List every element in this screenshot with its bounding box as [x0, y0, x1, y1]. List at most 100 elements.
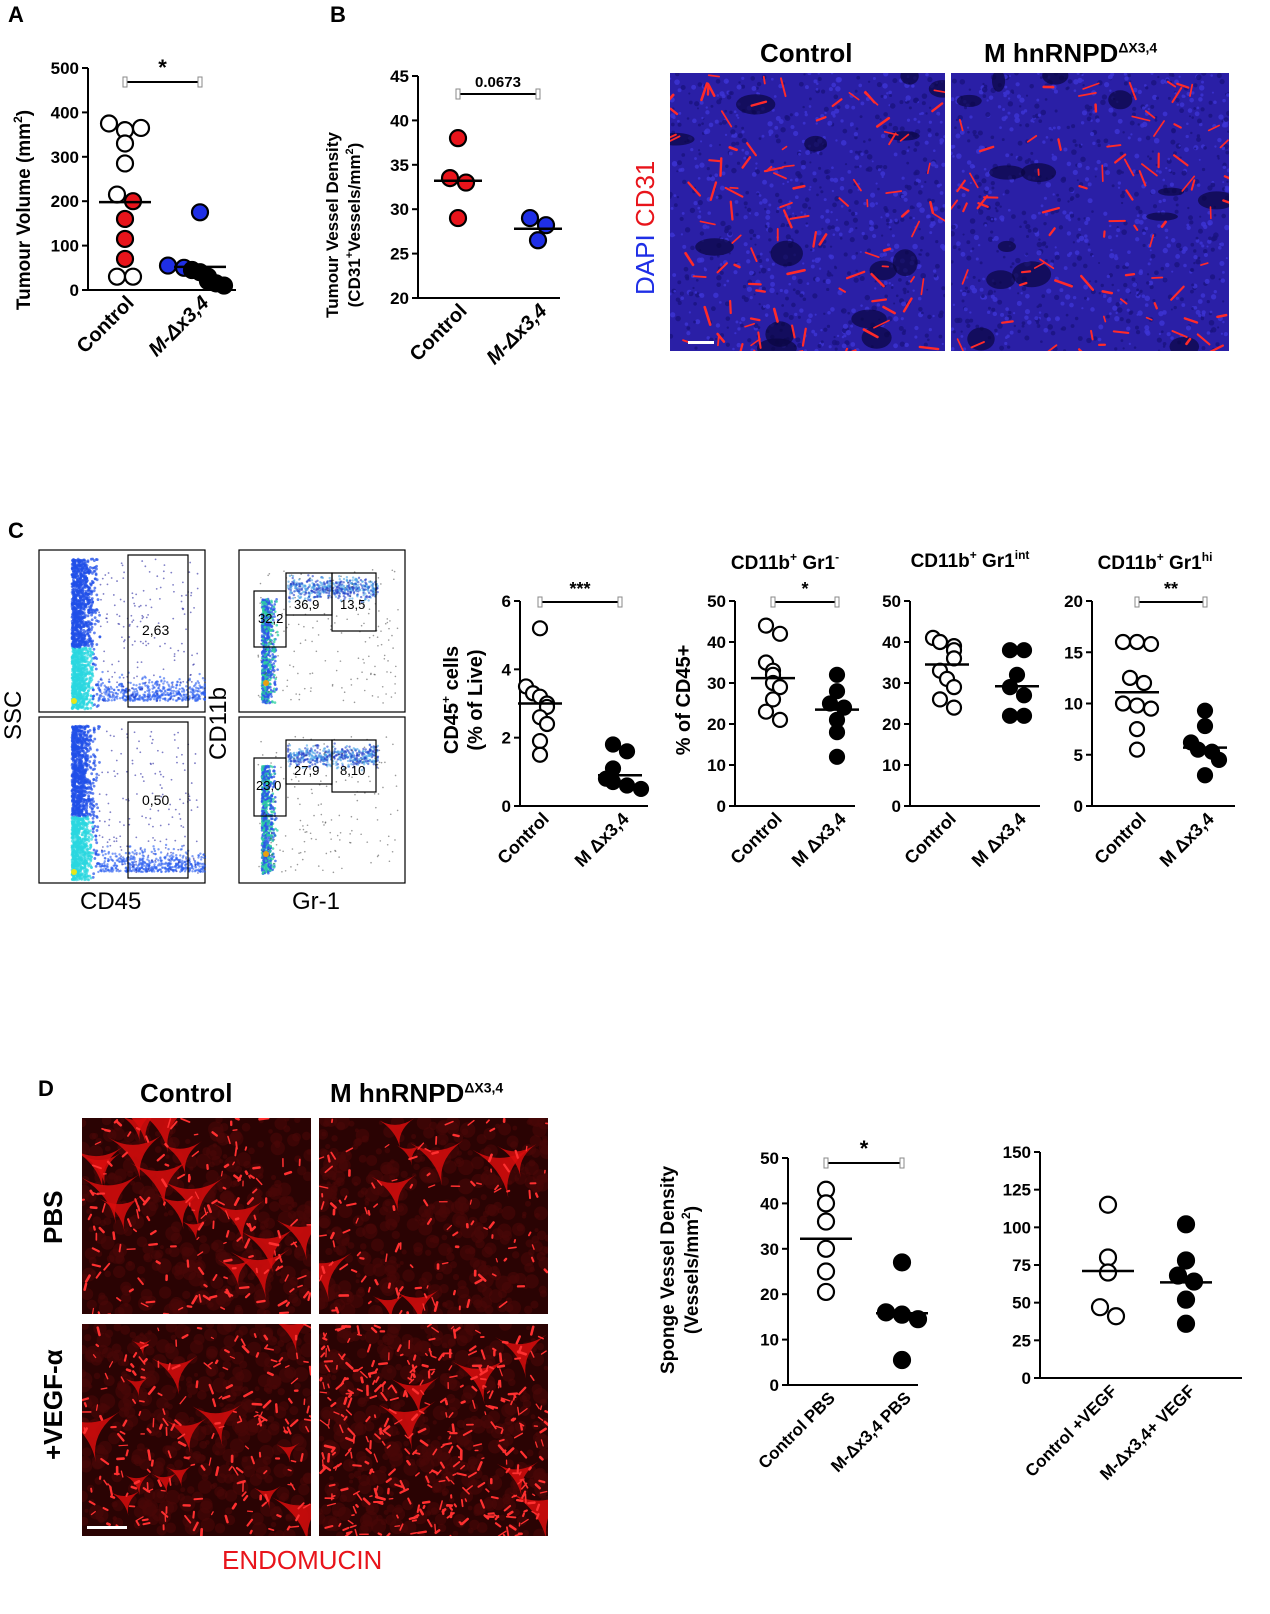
flow-gate: [127, 721, 189, 879]
micro-d-title-control: Control: [140, 1078, 233, 1108]
data-point: [945, 679, 963, 696]
data-point: [115, 134, 135, 153]
scale-bar: [688, 341, 714, 344]
significance-label: ***: [569, 579, 590, 599]
data-point: [99, 114, 119, 133]
y-tick-label: 30: [882, 674, 901, 693]
data-point: [1176, 1251, 1196, 1270]
flow-gate: [253, 590, 287, 648]
significance-cap: [122, 76, 128, 88]
data-point: [1098, 1263, 1118, 1282]
y-tick-label: 5: [1074, 746, 1083, 765]
y-tick-label: 400: [51, 103, 79, 122]
data-point: [892, 1253, 912, 1272]
category-label: M Δx3,4: [1156, 809, 1218, 871]
data-point: [771, 711, 789, 728]
data-point: [1135, 674, 1153, 692]
significance-cap: [823, 1157, 829, 1169]
chart-a: Tumour Volume (mm2) 0 100 200 300 400 500 Cont…: [11, 55, 236, 361]
category-label: Control: [73, 292, 139, 358]
y-tick-label: 25: [390, 245, 409, 264]
micro-b-title-control: Control: [760, 38, 853, 68]
data-point: [528, 231, 548, 250]
data-point: [1015, 707, 1033, 724]
data-point: [945, 699, 963, 716]
data-point: [123, 267, 143, 286]
flow-plot-gr1-control: [238, 549, 406, 713]
data-point: [764, 691, 782, 708]
flow-events: [257, 569, 399, 705]
data-point: [604, 773, 622, 791]
data-point: [1001, 642, 1019, 659]
y-tick-label: 40: [390, 111, 409, 130]
data-point: [816, 1239, 836, 1258]
gate-label-gr1-mutant-int: 27,9: [294, 763, 320, 778]
chart-b-ylabel-1: Tumour Vessel Density: [323, 132, 342, 318]
y-tick-label: 20: [390, 289, 409, 308]
significance-cap: [1134, 596, 1140, 608]
data-point: [448, 208, 468, 228]
data-point: [892, 1305, 912, 1324]
y-tick-label: 0: [1022, 1369, 1031, 1388]
y-tick-label: 50: [707, 592, 726, 611]
y-tick-label: 50: [1012, 1294, 1031, 1313]
significance-label: **: [1164, 579, 1178, 599]
scale-bar: [87, 1526, 127, 1529]
y-tick-label: 50: [882, 592, 901, 611]
data-point: [1196, 767, 1214, 784]
y-tick-label: 30: [760, 1240, 779, 1259]
y-tick-label: 30: [390, 200, 409, 219]
flow-frame: [38, 549, 206, 713]
data-point: [1098, 1248, 1118, 1267]
micro-d-row-vegf: +VEGF-α: [38, 1349, 68, 1460]
chart-d1-ylabel-1: Sponge Vessel Density: [658, 1166, 679, 1374]
significance-cap: [770, 596, 776, 608]
data-point: [618, 777, 636, 794]
y-tick-label: 10: [882, 756, 901, 775]
micrograph-vessels: [951, 80, 1229, 351]
category-label: Control: [726, 809, 785, 868]
y-tick-label: 100: [1003, 1218, 1031, 1237]
data-point: [1114, 633, 1132, 651]
y-tick-label: 45: [390, 67, 409, 86]
category-label: Control PBS: [755, 1388, 839, 1472]
data-point: [757, 617, 775, 634]
significance-label: *: [860, 1136, 869, 1161]
flow-ylabel-cd11b: CD11b: [205, 687, 232, 760]
significance-cap: [537, 596, 543, 608]
y-tick-label: 150: [1003, 1143, 1031, 1162]
chart-c1-ylabel-2: (% of Live): [465, 649, 487, 750]
panel-letter-a: A: [8, 2, 24, 27]
y-tick-label: 300: [51, 148, 79, 167]
data-point: [448, 129, 468, 148]
gate-label-cd45-mutant: 0,50: [142, 792, 170, 808]
y-tick-label: 0: [502, 797, 511, 816]
y-tick-label: 20: [760, 1285, 779, 1304]
data-point: [536, 216, 556, 235]
category-label: M Δx3,4: [571, 809, 633, 871]
chart-a-ylabel: Tumour Volume (mm2): [11, 110, 35, 310]
y-tick-label: 0: [1074, 797, 1083, 816]
data-point: [1128, 721, 1146, 738]
data-point: [892, 1350, 912, 1370]
micrograph-texture: [670, 73, 945, 351]
data-point: [1090, 1298, 1110, 1317]
category-label: Control: [1090, 809, 1149, 868]
data-point: [828, 724, 846, 741]
significance-cap: [617, 596, 623, 608]
data-point: [757, 703, 775, 720]
micrograph-texture: [82, 1118, 311, 1314]
panel-letter-b: B: [330, 2, 346, 27]
chart-d-pbs: Sponge Vessel Density (Vessels/mm2) 0 10 2…: [658, 1136, 928, 1476]
micro-b-stain-label: DAPI CD31: [630, 160, 660, 295]
micrograph-d-control-pbs: [82, 1118, 311, 1314]
data-point: [531, 732, 549, 750]
micrograph-d-mutant-pbs: [319, 1118, 548, 1314]
data-point: [1098, 1195, 1118, 1214]
data-point: [931, 633, 949, 651]
y-tick-label: 40: [882, 633, 901, 652]
chart-c-gr1hi: CD11b+ Gr1hi 0 5 10 15 20 Control M Δx3,4 **: [1064, 550, 1235, 871]
micrograph-b-control: [670, 73, 945, 351]
gate-label-gr1-control-hi: 13,5: [340, 597, 366, 612]
